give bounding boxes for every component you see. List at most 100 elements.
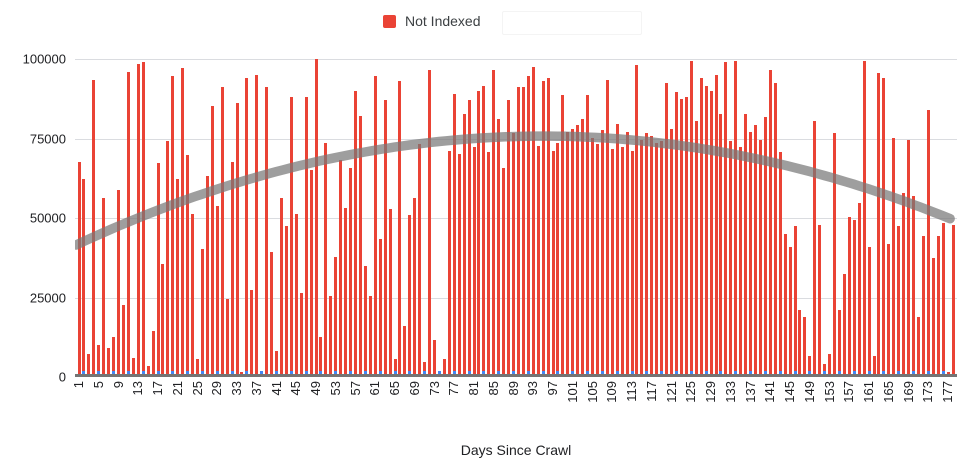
bar-day-124[interactable] xyxy=(684,96,688,375)
bar-day-62[interactable] xyxy=(378,239,382,375)
bar-day-156[interactable] xyxy=(842,273,846,375)
bar-day-46[interactable] xyxy=(299,292,303,375)
bar-day-85[interactable] xyxy=(492,70,496,375)
bar-day-113[interactable] xyxy=(630,150,634,375)
bar-day-146[interactable] xyxy=(793,226,797,375)
bar-day-60[interactable] xyxy=(368,296,372,375)
bar-day-102[interactable] xyxy=(576,125,580,375)
bar-day-21[interactable] xyxy=(176,179,180,375)
bar-day-151[interactable] xyxy=(818,224,822,375)
bar-day-12[interactable] xyxy=(131,357,135,375)
bar-day-47[interactable] xyxy=(304,96,308,375)
bar-day-28[interactable] xyxy=(210,106,214,375)
bar-day-2[interactable] xyxy=(82,179,86,375)
bar-day-80[interactable] xyxy=(467,100,471,375)
bar-day-154[interactable] xyxy=(833,133,836,375)
bar-day-9[interactable] xyxy=(117,190,120,375)
bar-day-39[interactable] xyxy=(265,87,269,375)
bar-day-53[interactable] xyxy=(334,256,338,375)
bar-day-172[interactable] xyxy=(921,235,925,375)
bar-day-158[interactable] xyxy=(852,220,856,375)
bar-day-61[interactable] xyxy=(373,76,377,375)
bar-day-27[interactable] xyxy=(205,175,209,375)
bar-day-142[interactable] xyxy=(773,82,777,375)
bar-day-122[interactable] xyxy=(674,92,678,375)
bar-day-40[interactable] xyxy=(270,251,274,375)
bar-day-111[interactable] xyxy=(620,147,624,375)
bar-day-126[interactable] xyxy=(694,120,698,375)
bar-day-106[interactable] xyxy=(595,144,599,375)
bar-day-64[interactable] xyxy=(388,209,392,375)
bar-day-123[interactable] xyxy=(679,98,683,375)
bar-day-6[interactable] xyxy=(102,198,106,375)
bar-day-58[interactable] xyxy=(358,115,362,375)
bar-day-128[interactable] xyxy=(704,85,708,375)
bar-day-78[interactable] xyxy=(457,153,461,375)
bar-day-136[interactable] xyxy=(744,114,748,375)
bar-day-70[interactable] xyxy=(418,144,422,375)
bar-day-112[interactable] xyxy=(625,131,629,375)
bar-day-173[interactable] xyxy=(926,109,930,375)
bar-day-48[interactable] xyxy=(309,169,313,375)
bar-day-92[interactable] xyxy=(526,76,530,375)
bar-day-54[interactable] xyxy=(339,160,343,375)
bar-day-76[interactable] xyxy=(447,150,451,375)
bar-day-171[interactable] xyxy=(916,316,920,375)
bar-day-110[interactable] xyxy=(615,123,619,375)
bar-day-118[interactable] xyxy=(655,142,659,375)
bar-day-24[interactable] xyxy=(191,213,195,375)
bar-day-45[interactable] xyxy=(294,213,298,375)
bar-day-116[interactable] xyxy=(645,133,649,375)
bar-day-115[interactable] xyxy=(640,139,644,375)
bar-day-44[interactable] xyxy=(289,96,293,375)
bar-day-11[interactable] xyxy=(126,71,130,375)
bar-day-127[interactable] xyxy=(699,77,703,375)
bar-day-177[interactable] xyxy=(946,371,950,375)
bar-day-89[interactable] xyxy=(512,133,516,375)
bar-day-134[interactable] xyxy=(734,60,738,375)
bar-day-157[interactable] xyxy=(847,217,851,375)
bar-day-155[interactable] xyxy=(837,310,841,375)
bar-day-108[interactable] xyxy=(605,79,609,375)
bar-day-41[interactable] xyxy=(275,351,279,375)
bar-day-65[interactable] xyxy=(393,359,397,375)
bar-day-87[interactable] xyxy=(502,168,506,375)
bar-day-15[interactable] xyxy=(146,365,150,375)
bar-day-149[interactable] xyxy=(808,356,812,375)
bar-day-153[interactable] xyxy=(828,354,832,375)
bar-day-17[interactable] xyxy=(156,163,160,375)
bar-day-14[interactable] xyxy=(141,62,145,375)
bar-day-137[interactable] xyxy=(749,131,753,375)
bar-day-141[interactable] xyxy=(768,70,772,375)
bar-day-91[interactable] xyxy=(521,87,525,375)
bar-day-159[interactable] xyxy=(857,202,861,375)
bar-day-165[interactable] xyxy=(887,243,891,375)
bar-day-26[interactable] xyxy=(200,248,204,375)
bar-day-7[interactable] xyxy=(107,348,111,375)
bar-day-10[interactable] xyxy=(121,305,125,375)
bar-day-71[interactable] xyxy=(423,362,427,375)
bar-day-101[interactable] xyxy=(571,128,575,375)
bar-day-168[interactable] xyxy=(902,193,906,375)
bar-day-135[interactable] xyxy=(739,147,743,375)
bar-day-83[interactable] xyxy=(482,85,486,375)
bar-day-1[interactable] xyxy=(77,161,81,375)
bar-day-117[interactable] xyxy=(650,136,654,375)
bar-day-100[interactable] xyxy=(566,131,570,375)
bar-day-77[interactable] xyxy=(452,93,456,375)
bar-day-69[interactable] xyxy=(413,198,417,375)
bar-day-31[interactable] xyxy=(225,299,229,375)
bar-day-57[interactable] xyxy=(354,90,358,375)
bar-day-109[interactable] xyxy=(610,149,614,375)
bar-day-144[interactable] xyxy=(783,234,787,375)
bar-day-86[interactable] xyxy=(497,119,501,375)
bar-day-34[interactable] xyxy=(240,371,244,375)
bar-day-125[interactable] xyxy=(689,60,693,375)
bar-day-140[interactable] xyxy=(763,117,767,375)
bar-day-3[interactable] xyxy=(87,354,91,375)
bar-day-103[interactable] xyxy=(581,119,585,375)
bar-day-120[interactable] xyxy=(665,82,669,375)
bar-day-95[interactable] xyxy=(541,81,545,375)
bar-day-138[interactable] xyxy=(754,125,757,375)
bar-day-49[interactable] xyxy=(314,59,318,375)
